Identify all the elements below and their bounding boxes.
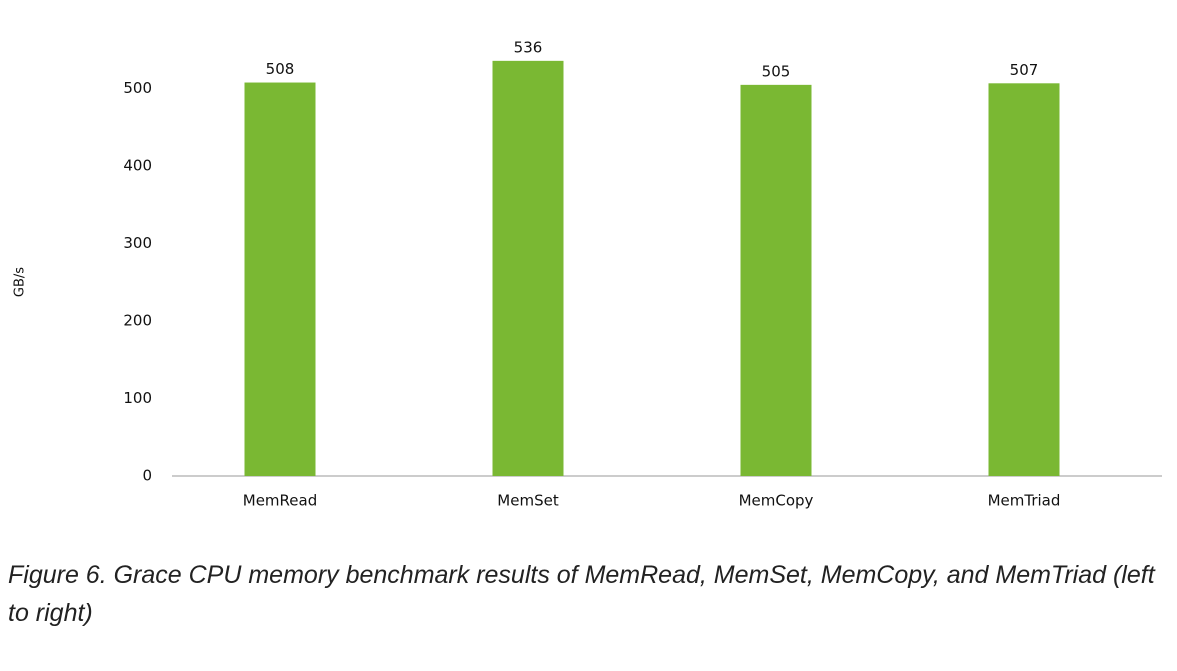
value-label: 508 xyxy=(266,60,295,78)
value-label: 505 xyxy=(762,62,791,80)
bar xyxy=(988,83,1060,477)
bar xyxy=(492,60,564,477)
value-label: 536 xyxy=(514,38,543,56)
bar xyxy=(244,82,316,476)
x-tick-label: MemSet xyxy=(497,492,559,510)
x-tick-label: MemTriad xyxy=(988,492,1061,510)
chart: GB/s 0 100 200 300 400 500 MemRead 508 MemSet 536… xyxy=(13,38,1162,510)
x-tick-label: MemRead xyxy=(243,492,317,510)
y-tick-label: 400 xyxy=(123,157,152,175)
value-label: 507 xyxy=(1010,61,1039,79)
y-tick-label: 100 xyxy=(123,389,152,407)
bar xyxy=(740,84,812,476)
x-tick-label: MemCopy xyxy=(739,492,814,510)
y-axis-label: GB/s xyxy=(13,267,28,297)
y-tick-label: 200 xyxy=(123,312,152,330)
y-tick-label: 300 xyxy=(123,234,152,252)
y-tick-label: 0 xyxy=(142,467,152,485)
caption: Figure 6. Grace CPU memory benchmark res… xyxy=(8,561,1155,627)
y-tick-label: 500 xyxy=(123,79,152,97)
